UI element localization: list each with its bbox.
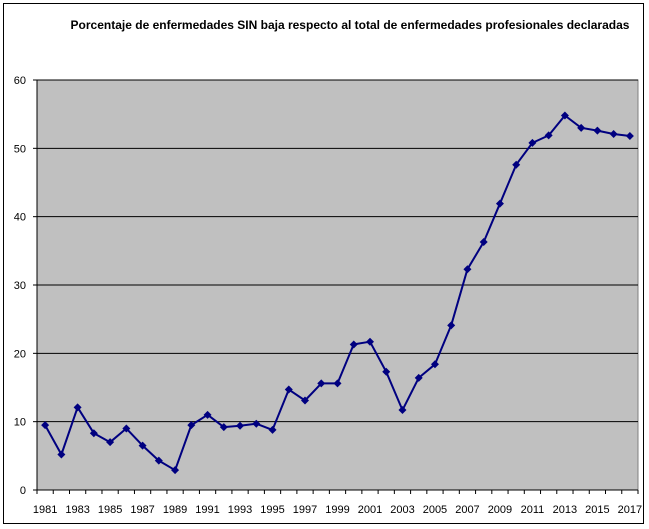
y-tick-label: 0 [20, 485, 26, 497]
x-tick-label: 1991 [195, 504, 219, 516]
data-point [236, 421, 245, 430]
data-point [365, 337, 374, 346]
data-point [284, 385, 293, 394]
data-point [528, 138, 537, 147]
y-tick-label: 50 [14, 143, 26, 155]
data-point [625, 132, 634, 141]
data-point [122, 424, 131, 433]
data-point [252, 419, 261, 428]
data-point [430, 360, 439, 369]
data-point [73, 403, 82, 412]
data-point [138, 441, 147, 450]
data-point [609, 129, 618, 138]
x-tick-label: 1999 [325, 504, 349, 516]
data-point [154, 456, 163, 465]
x-tick-label: 1985 [98, 504, 122, 516]
data-point [41, 421, 50, 430]
x-tick-label: 2015 [585, 504, 609, 516]
x-tick-label: 2017 [618, 504, 642, 516]
x-tick-label: 2001 [358, 504, 382, 516]
x-tick-label: 2003 [390, 504, 414, 516]
data-point [333, 379, 342, 388]
data-point [268, 425, 277, 434]
data-point [414, 373, 423, 382]
data-point [398, 406, 407, 415]
x-tick-label: 2005 [423, 504, 447, 516]
x-tick-label: 2011 [521, 504, 545, 516]
y-tick-label: 30 [14, 280, 26, 292]
data-point [495, 199, 504, 208]
y-axis: 0 10 20 30 40 50 60 [14, 75, 38, 497]
data-point [512, 160, 521, 169]
gridlines [37, 79, 638, 423]
data-point [301, 396, 310, 405]
data-point [479, 237, 488, 246]
data-point [349, 340, 358, 349]
data-point [187, 421, 196, 430]
x-tick-label: 1995 [260, 504, 284, 516]
data-point [203, 410, 212, 419]
x-tick-label: 1987 [130, 504, 154, 516]
x-tick-label: 1993 [228, 504, 252, 516]
x-tick-label: 2007 [455, 504, 479, 516]
series-group [41, 111, 634, 475]
x-tick-label: 1981 [33, 504, 57, 516]
y-tick-label: 60 [14, 75, 26, 87]
data-point [544, 131, 553, 140]
x-axis: 1981 1983 1985 1987 1989 1991 1993 1995 1997 1999… [33, 489, 642, 516]
data-point [171, 466, 180, 475]
data-point [463, 265, 472, 274]
data-point [577, 123, 586, 132]
x-tick-label: 2013 [553, 504, 577, 516]
data-point [89, 429, 98, 438]
data-point [106, 438, 115, 447]
x-tick-label: 1997 [293, 504, 317, 516]
data-point [57, 450, 66, 459]
data-point [317, 379, 326, 388]
data-point [593, 126, 602, 135]
data-point [382, 367, 391, 376]
chart-title: Porcentaje de enfermedades SIN baja resp… [70, 18, 630, 32]
y-tick-label: 40 [14, 212, 26, 224]
x-tick-label: 1989 [163, 504, 187, 516]
x-tick-label: 2009 [488, 504, 512, 516]
y-tick-label: 10 [14, 417, 26, 429]
y-tick-label: 20 [14, 348, 26, 360]
data-point [219, 423, 228, 432]
x-tick-label: 1983 [65, 504, 89, 516]
data-point [447, 321, 456, 330]
data-point [560, 111, 569, 120]
